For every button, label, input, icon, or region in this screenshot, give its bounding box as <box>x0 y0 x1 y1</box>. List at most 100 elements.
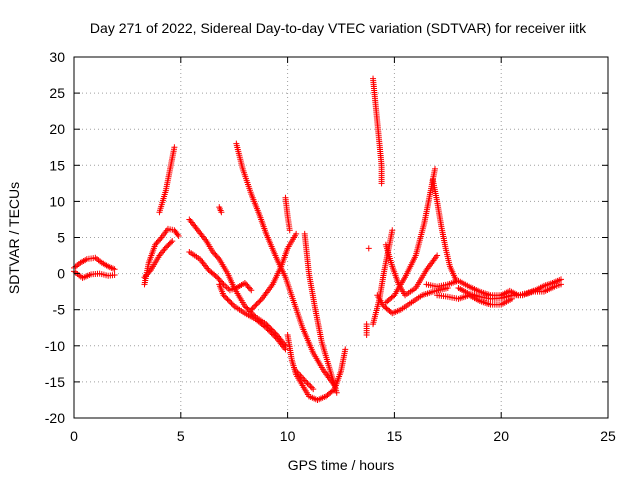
series-arc-18 <box>370 75 385 187</box>
y-tick-label: -15 <box>45 374 65 390</box>
data-point <box>211 250 218 257</box>
data-point <box>111 272 118 279</box>
y-tick-label: 20 <box>49 121 65 137</box>
data-point <box>213 253 220 260</box>
chart-title: Day 271 of 2022, Sidereal Day-to-day VTE… <box>90 20 587 36</box>
data-point <box>165 242 172 249</box>
series-arc-10 <box>216 204 225 216</box>
data-point <box>303 378 310 385</box>
data-point <box>265 327 272 334</box>
y-tick-labels: -20 -15 -10 -5 0 5 10 15 20 25 30 <box>45 49 65 426</box>
axis-ticks <box>73 56 609 419</box>
data-points <box>71 75 565 403</box>
data-point <box>145 269 152 276</box>
data-point <box>227 299 234 306</box>
y-tick-label: -5 <box>53 302 66 318</box>
data-point <box>301 377 308 384</box>
data-point <box>215 275 222 282</box>
y-tick-label: -10 <box>45 338 65 354</box>
data-point <box>264 326 271 333</box>
data-point <box>111 266 118 273</box>
x-tick-labels: 0 5 10 15 20 25 <box>70 428 616 444</box>
data-point <box>305 381 312 388</box>
x-tick-label: 25 <box>600 428 616 444</box>
data-point <box>254 299 261 306</box>
data-point <box>249 305 256 312</box>
data-point <box>293 230 300 237</box>
data-point <box>154 238 161 245</box>
series-arc-5 <box>156 144 178 216</box>
data-point <box>220 292 227 299</box>
data-point <box>271 332 278 339</box>
data-point <box>214 254 221 261</box>
data-point <box>229 301 236 308</box>
data-point <box>212 251 219 258</box>
series-arc-8 <box>216 281 289 353</box>
series-arc-2 <box>71 268 118 281</box>
data-point <box>228 300 235 307</box>
data-point <box>141 274 148 281</box>
series-arc-22 <box>382 165 438 306</box>
data-point <box>152 241 159 248</box>
series-arc-15 <box>301 230 340 396</box>
data-point <box>282 346 289 353</box>
data-point <box>243 281 250 288</box>
y-tick-label: 30 <box>49 49 65 65</box>
data-point <box>169 238 176 245</box>
data-point <box>218 209 225 216</box>
data-point <box>363 331 370 338</box>
data-point <box>342 346 349 353</box>
y-tick-label: 25 <box>49 85 65 101</box>
y-axis-label: SDTVAR / TECUs <box>6 182 22 294</box>
data-point <box>241 303 248 310</box>
data-point <box>146 268 153 275</box>
data-point <box>333 389 340 396</box>
x-tick-label: 20 <box>493 428 509 444</box>
data-point <box>272 334 279 341</box>
data-point <box>252 302 259 309</box>
series-arc-27 <box>498 276 565 299</box>
data-point <box>307 383 314 390</box>
series-arc-20 <box>374 285 451 317</box>
data-point <box>365 245 372 252</box>
data-point <box>209 248 216 255</box>
data-point <box>269 331 276 338</box>
data-point <box>223 294 230 301</box>
series-arc-3 <box>141 225 182 288</box>
y-tick-label: -20 <box>45 410 65 426</box>
data-point <box>164 243 171 250</box>
series-arc-11 <box>233 140 338 389</box>
data-point <box>558 276 565 283</box>
data-point <box>257 297 264 304</box>
data-point <box>219 279 226 286</box>
data-point <box>256 298 263 305</box>
data-point <box>250 303 257 310</box>
series-arc-4 <box>141 238 176 281</box>
data-point <box>248 306 255 313</box>
data-point <box>310 386 317 393</box>
data-point <box>214 274 221 281</box>
data-point <box>224 296 231 303</box>
y-tick-label: 5 <box>57 230 65 246</box>
data-point <box>156 237 163 244</box>
data-point <box>171 144 178 151</box>
data-point <box>304 380 311 387</box>
series-arc-16 <box>363 321 370 338</box>
y-tick-label: 0 <box>57 266 65 282</box>
series-arc-12 <box>282 194 293 234</box>
data-point <box>263 324 270 331</box>
data-point <box>244 282 251 289</box>
data-point <box>308 384 315 391</box>
data-point <box>175 233 182 240</box>
data-point <box>267 328 274 335</box>
data-point <box>142 272 149 279</box>
series-arc-24 <box>423 277 505 299</box>
data-point <box>243 304 250 311</box>
data-point <box>431 165 438 172</box>
series-arc-14 <box>293 368 317 393</box>
data-point <box>166 240 173 247</box>
series-arc-17 <box>365 245 372 252</box>
data-point <box>248 287 255 294</box>
data-point <box>144 271 151 278</box>
